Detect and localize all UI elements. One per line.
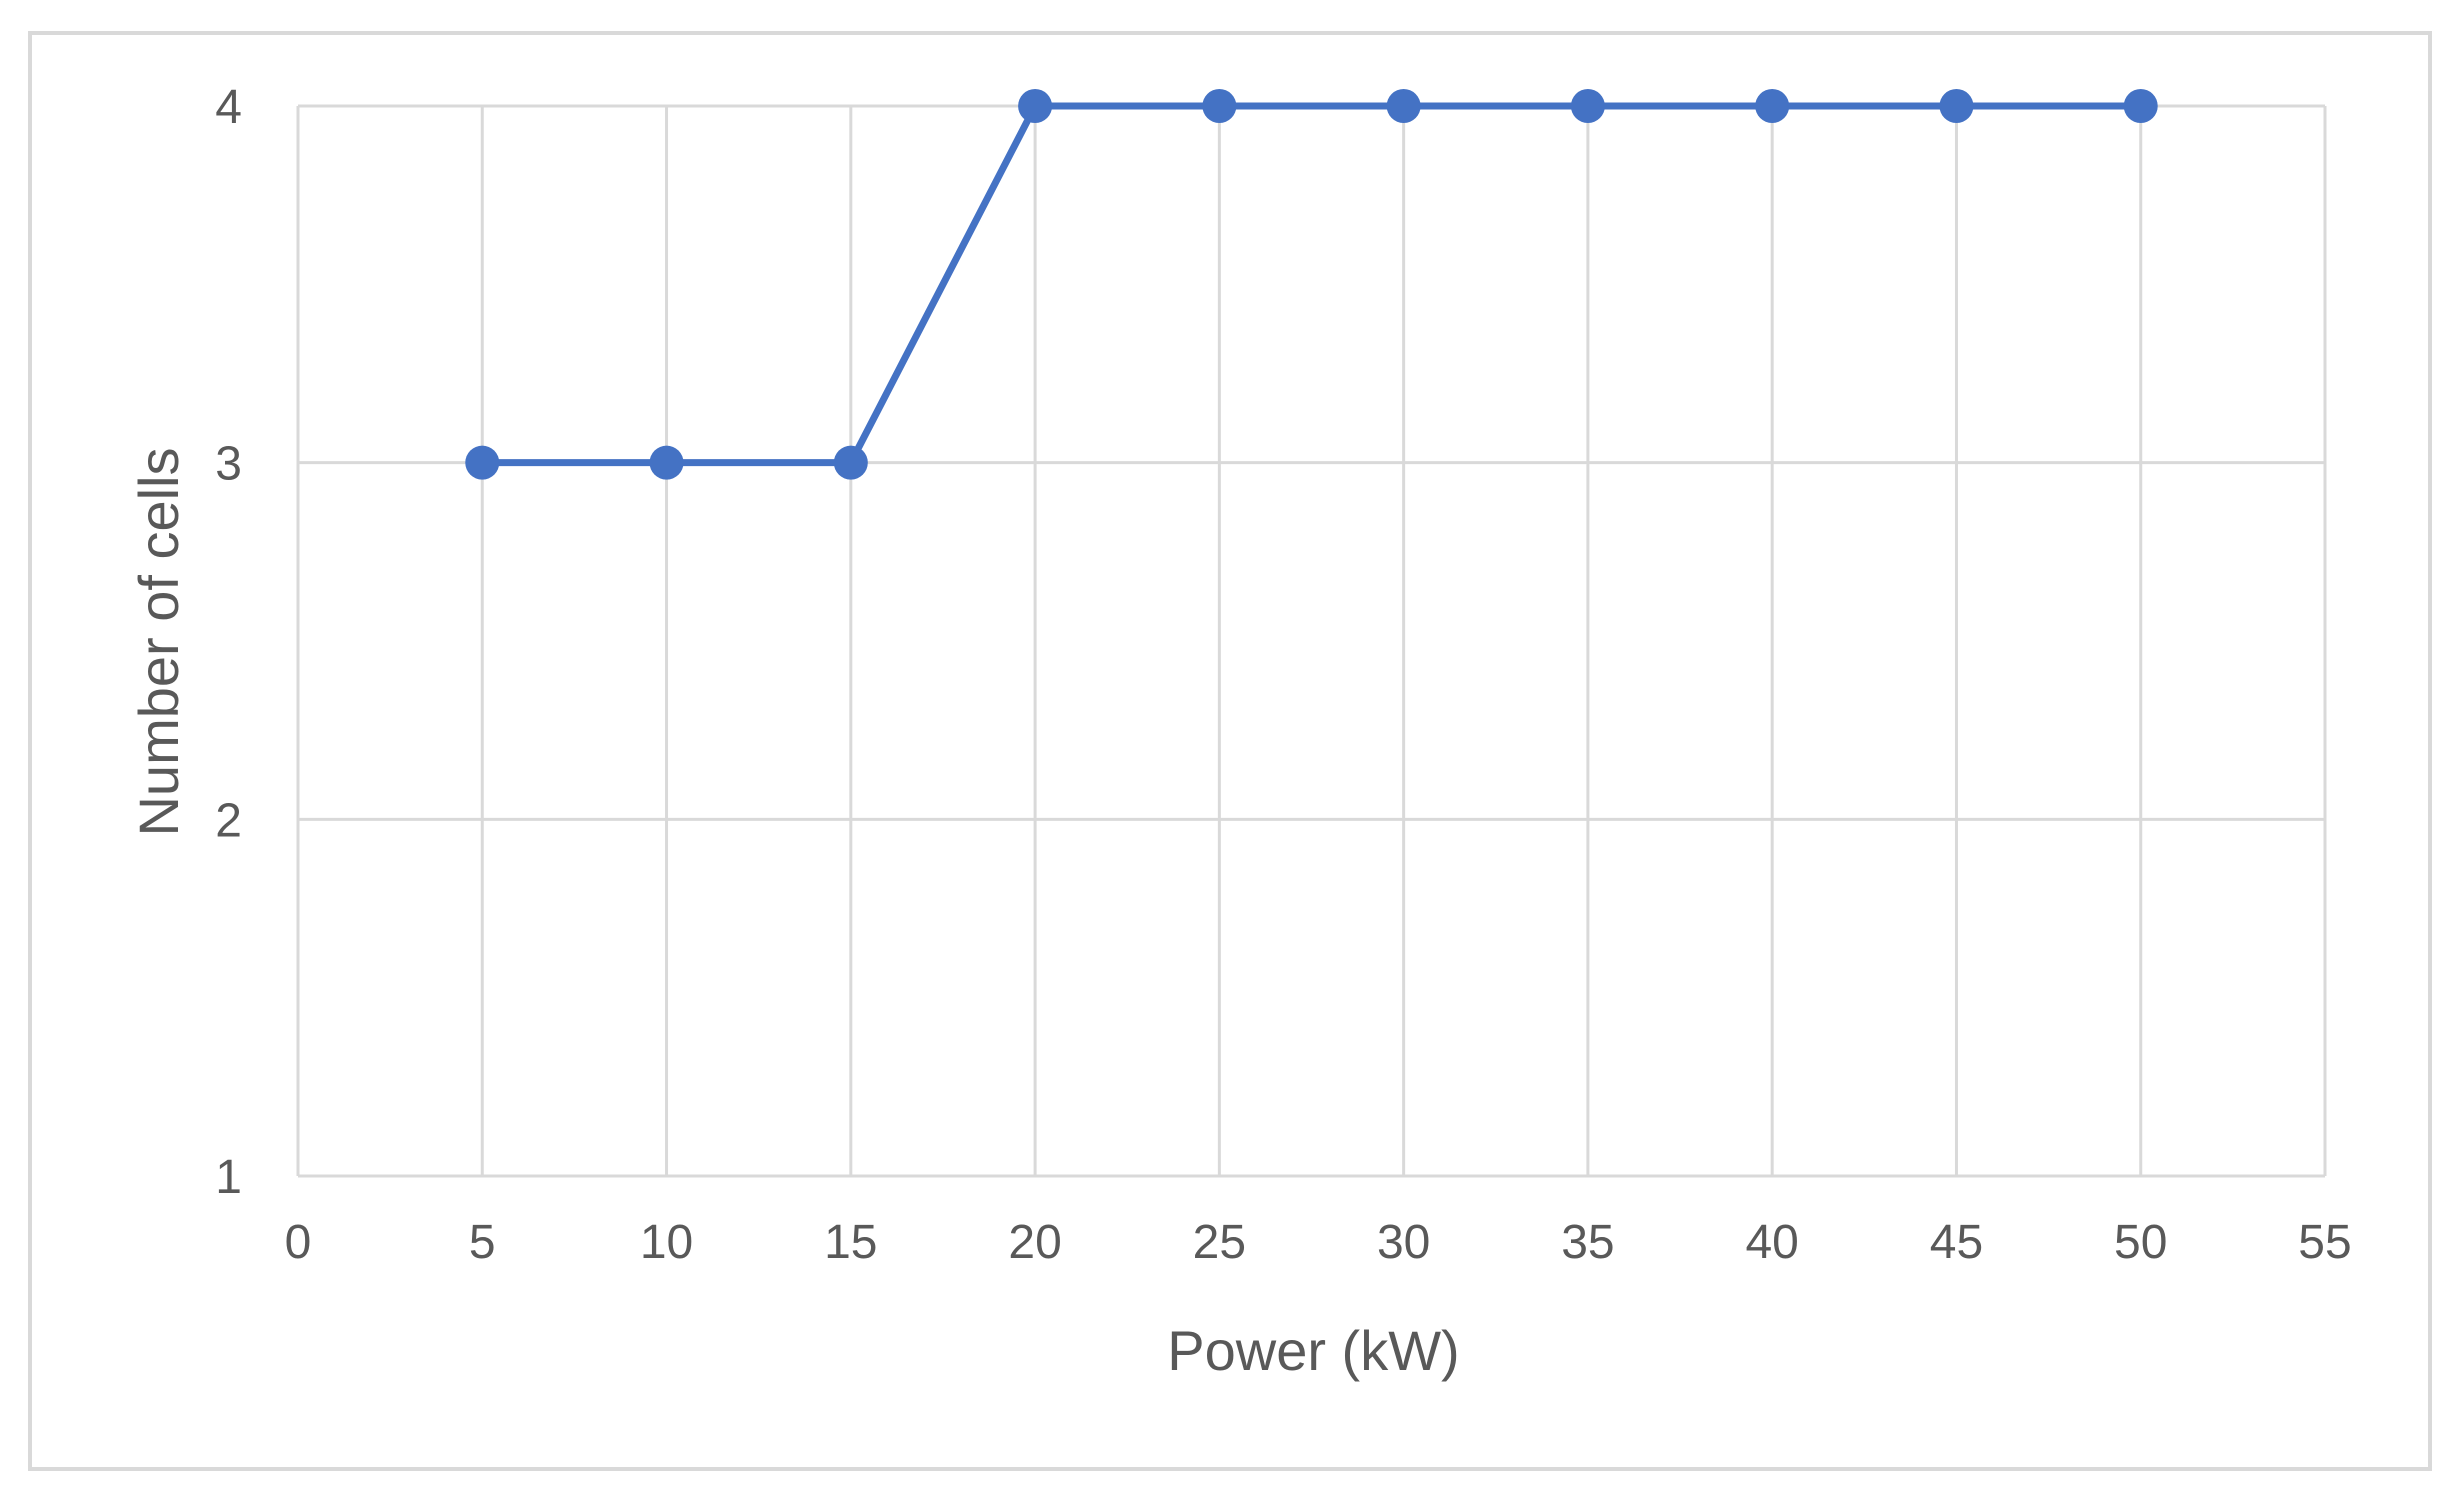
data-point-marker: [465, 445, 500, 480]
data-point-marker: [1386, 89, 1421, 123]
y-tick-label: 3: [215, 438, 242, 491]
series-line: [478, 102, 2145, 467]
x-tick-label: 40: [1745, 1216, 1798, 1269]
x-tick-label: 30: [1377, 1216, 1430, 1269]
y-tick-label: 4: [215, 81, 242, 134]
y-tick-label: 2: [215, 794, 242, 847]
series-group: [465, 89, 2158, 480]
x-tick-label: 25: [1193, 1216, 1246, 1269]
x-axis-tick-labels: 0 5 10 15 20 25 30 35 40 45 50 55: [285, 1216, 2352, 1269]
x-tick-label: 5: [469, 1216, 496, 1269]
chart-frame: [28, 31, 2432, 1471]
x-tick-label: 10: [640, 1216, 693, 1269]
data-point-marker: [2123, 89, 2158, 123]
x-tick-label: 50: [2114, 1216, 2167, 1269]
data-point-marker: [1939, 89, 1974, 123]
data-point-marker: [1202, 89, 1237, 123]
data-point-marker: [1018, 89, 1053, 123]
x-tick-label: 0: [285, 1216, 312, 1269]
x-tick-label: 15: [824, 1216, 877, 1269]
data-point-marker: [1570, 89, 1605, 123]
x-tick-label: 20: [1008, 1216, 1061, 1269]
data-point-marker: [1755, 89, 1790, 123]
x-tick-label: 35: [1561, 1216, 1614, 1269]
y-axis-title: Number of cells: [127, 447, 190, 836]
data-point-marker: [649, 445, 684, 480]
data-point-marker: [833, 445, 868, 480]
y-tick-label: 1: [215, 1151, 242, 1204]
x-tick-label: 55: [2298, 1216, 2351, 1269]
gridlines: [296, 104, 2327, 1178]
x-tick-label: 45: [1930, 1216, 1983, 1269]
y-axis-tick-labels: 1 2 3 4: [215, 81, 242, 1204]
x-axis-title: Power (kW): [1167, 1319, 1459, 1382]
